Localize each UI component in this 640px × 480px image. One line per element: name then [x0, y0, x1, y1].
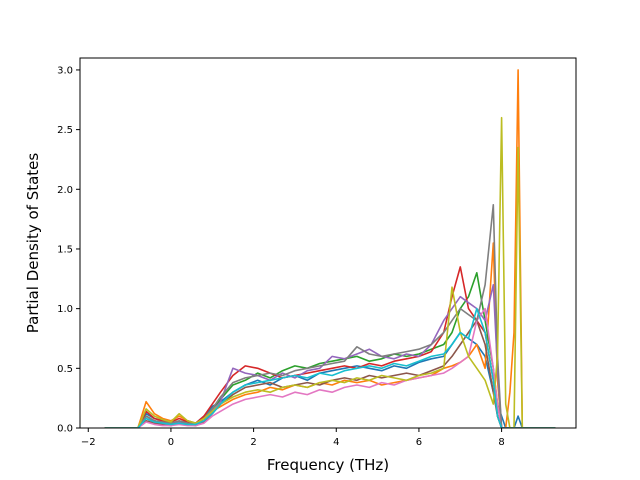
x-axis-title: Frequency (THz)	[267, 456, 389, 474]
plot-frame	[79, 57, 577, 429]
y-axis-title: Partial Density of States	[24, 153, 42, 334]
y-tick-label: 1.0	[57, 304, 73, 315]
x-tick-label: 8	[498, 437, 504, 448]
x-tick-label: 2	[250, 437, 256, 448]
x-tick-label: 6	[416, 437, 422, 448]
y-tick-label: 2.5	[57, 125, 73, 136]
y-axis: 0.0 0.5 1.0 1.5 2.0 2.5 3.0	[57, 65, 80, 435]
y-tick-label: 0.5	[57, 364, 73, 375]
x-tick-label: 0	[168, 437, 174, 448]
series-line-10	[104, 307, 556, 428]
x-tick-label: −2	[81, 437, 96, 448]
series-line-9	[104, 116, 556, 428]
y-tick-label: 2.0	[57, 185, 73, 196]
y-tick-label: 0.0	[57, 424, 73, 435]
x-tick-label: 4	[333, 437, 339, 448]
series-layer	[104, 69, 556, 428]
series-line-8	[104, 204, 556, 428]
y-tick-label: 3.0	[57, 65, 73, 76]
x-axis: −2 0 2 4 6 8	[81, 428, 505, 448]
series-line-7	[104, 307, 556, 428]
y-tick-label: 1.5	[57, 244, 73, 255]
